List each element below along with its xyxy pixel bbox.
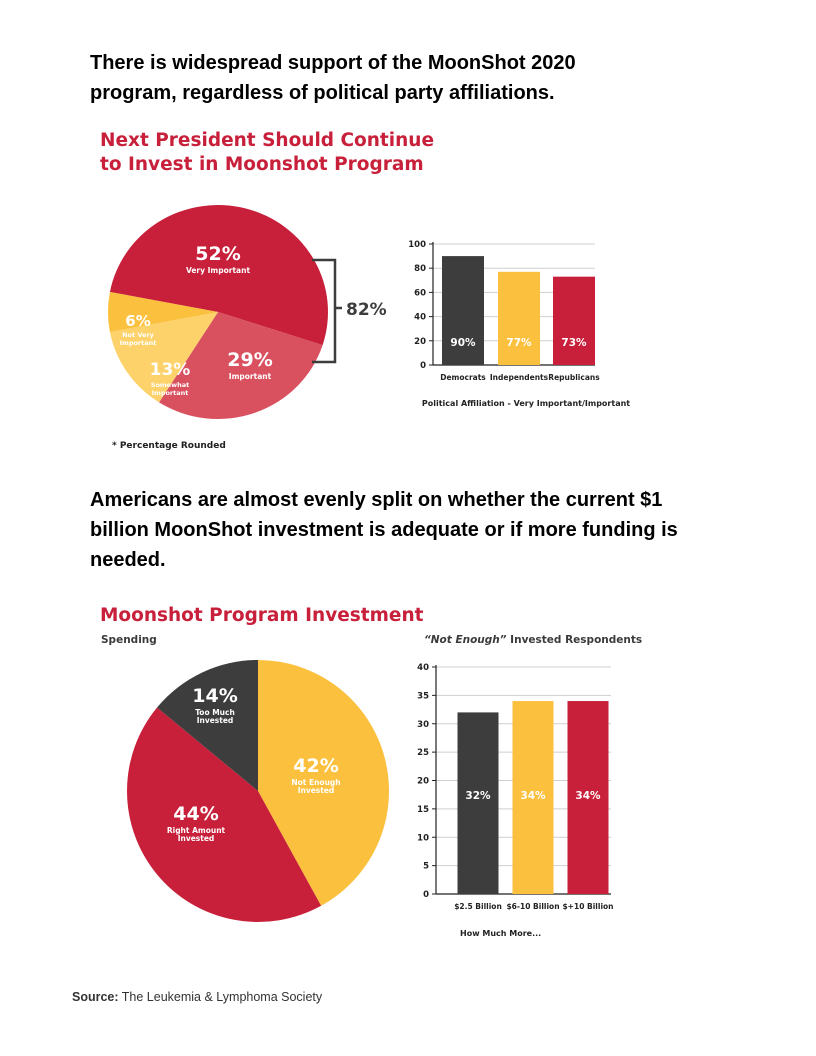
pie1-slice-1: [159, 312, 323, 419]
bar1-category-label-0: Democrats: [440, 373, 486, 382]
bracket-82: [312, 258, 337, 364]
bar1-bar-2: [553, 276, 595, 365]
pie2-slice-label-2-0: Too Much: [195, 708, 235, 717]
bar1-ytick-label-0: 0: [420, 361, 426, 371]
pie2-slice-2: [157, 660, 258, 791]
pie-chart-continue-invest: 52%Very Important29%Important13%Somewhat…: [108, 204, 387, 419]
source-label: Source:: [72, 990, 119, 1004]
bar-chart-affiliation: 0 20 40 60 80 100 90% Democrats 77% Independents 7…: [408, 240, 630, 408]
bar2-ytick-label-4: 20: [417, 777, 429, 787]
pie2-value-label-2: 14%: [192, 685, 237, 707]
bar2-value-label-0: 32%: [465, 790, 491, 802]
pie1-slice-0: [109, 204, 329, 346]
pie1-value-label-3: 6%: [125, 312, 150, 330]
pie1-slice-label-2-1: Important: [152, 389, 189, 397]
bar2-value-label-2: 34%: [575, 790, 601, 802]
pie1-value-label-1: 29%: [227, 349, 272, 371]
bar1-bar-0: [442, 256, 484, 365]
bar2-ytick-label-2: 10: [417, 833, 429, 843]
chart1-title: Next President Should Continue to Invest…: [100, 129, 434, 177]
pie1-slice-label-1-0: Important: [229, 372, 272, 381]
bar2-category-label-2: $+10 Billion: [562, 902, 613, 911]
chart4-title-rest: Invested Respondents: [506, 634, 643, 646]
bar2-ytick-label-1: 5: [423, 862, 429, 872]
bar1-ytick-label-1: 20: [414, 337, 426, 347]
bar1-category-label-2: Republicans: [548, 373, 600, 382]
bar1-ytick-label-5: 100: [408, 240, 426, 250]
bar1-ytick-label-4: 80: [414, 264, 426, 274]
chart3-title: Moonshot Program Investment: [100, 605, 424, 626]
chart4-title-italic: “Not Enough”: [424, 634, 507, 646]
bar2-x-axis-label: How Much More...: [460, 929, 541, 938]
pie1-slice-3: [108, 291, 218, 333]
bar2-ytick-label-7: 35: [417, 691, 429, 701]
chart1-title-line2: to Invest in Moonshot Program: [100, 154, 424, 175]
bar1-ytick-label-3: 60: [414, 288, 426, 298]
pie2-slice-1: [126, 707, 322, 922]
bar1-value-label-1: 77%: [506, 337, 532, 349]
footnote-rounded: * Percentage Rounded: [112, 441, 226, 451]
bar2-ytick-label-0: 0: [423, 890, 429, 900]
pie2-slice-label-0-0: Not Enough: [291, 778, 340, 787]
pie2-value-label-1: 44%: [173, 803, 218, 825]
heading-split: Americans are almost evenly split on whe…: [90, 489, 678, 571]
bar2-bar-0: [457, 712, 499, 894]
pie1-slice-label-0-0: Very Important: [186, 266, 250, 275]
bar1-value-label-2: 73%: [561, 337, 587, 349]
pie2-slice-label-0-1: Invested: [298, 786, 335, 795]
source-line: Source: The Leukemia & Lymphoma Society: [72, 990, 322, 1004]
pie2-slice-label-1-0: Right Amount: [167, 826, 226, 835]
chart4-title: “Not Enough” Invested Respondents: [424, 634, 642, 646]
pie1-slice-2: [109, 312, 218, 403]
bar1-ytick-label-2: 40: [414, 313, 426, 323]
bar2-value-label-1: 34%: [520, 790, 546, 802]
source-text: The Leukemia & Lymphoma Society: [121, 990, 323, 1004]
bar2-category-label-1: $6-10 Billion: [506, 902, 559, 911]
bar1-category-label-1: Independents: [490, 373, 549, 382]
bar-chart-not-enough: 0 5 10 15 20 25 30 35 40 32% $2.5 Billion 34% $6-10 …: [417, 663, 613, 938]
bar2-ytick-label-8: 40: [417, 663, 429, 673]
bar2-ytick-label-3: 15: [417, 805, 429, 815]
chart3-subtitle: Spending: [101, 634, 157, 646]
bar1-bar-1: [498, 271, 540, 365]
pie2-slice-0: [258, 660, 389, 906]
pie1-value-label-0: 52%: [195, 243, 240, 265]
heading-support: There is widespread support of the MoonS…: [90, 52, 576, 104]
pie1-slice-label-3-0: Not Very: [122, 331, 155, 339]
bar2-ytick-label-5: 25: [417, 748, 429, 758]
bar1-x-axis-label: Political Affiliation - Very Important/I…: [422, 399, 630, 408]
bar2-ytick-label-6: 30: [417, 720, 429, 730]
bar2-bar-1: [512, 701, 554, 894]
pie1-slice-label-2-0: Somewhat: [151, 381, 189, 389]
bar1-value-label-0: 90%: [450, 337, 476, 349]
pie1-value-label-2: 13%: [150, 360, 191, 380]
bracket-label: 82%: [346, 300, 387, 320]
pie2-slice-label-2-1: Invested: [197, 716, 234, 725]
chart1-title-line1: Next President Should Continue: [100, 130, 435, 151]
pie2-slice-label-1-1: Invested: [178, 834, 215, 843]
bar2-bar-2: [567, 701, 609, 894]
bar2-category-label-0: $2.5 Billion: [454, 902, 502, 911]
pie1-slice-label-3-1: Important: [120, 339, 157, 347]
pie2-value-label-0: 42%: [293, 755, 338, 777]
